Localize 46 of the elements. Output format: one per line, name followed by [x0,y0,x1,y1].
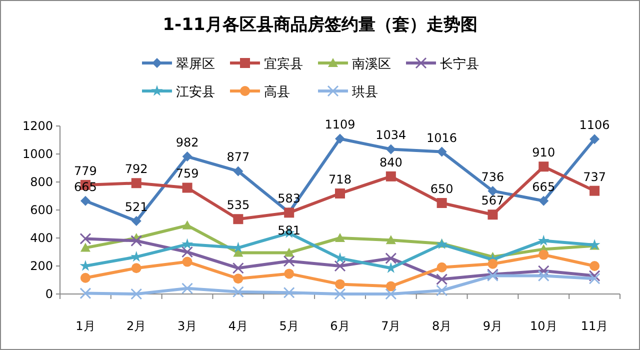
legend-label: 珙县 [352,85,378,100]
legend-label: 宜宾县 [264,56,303,72]
y-tick-label: 0 [45,287,53,301]
chart-title: 1-11月各区县商品房签约量（套）走势图 [162,15,478,35]
legend-label: 江安县 [176,84,215,100]
x-tick-label: 2月 [126,319,146,333]
x-tick-label: 4月 [228,319,248,333]
x-tick-label: 5月 [279,319,299,333]
x-tick-label: 11月 [580,319,608,333]
data-label: 567 [481,194,504,208]
legend-label: 翠屏区 [176,57,215,72]
data-label: 1106 [579,118,610,132]
data-label: 736 [481,170,504,184]
data-label: 910 [532,146,556,160]
x-tick-label: 8月 [432,319,452,333]
data-label: 535 [226,198,250,212]
x-tick-label: 1月 [76,319,96,333]
data-label: 840 [379,155,402,170]
data-label: 1034 [376,128,406,142]
legend-label: 高县 [264,84,290,100]
x-tick-label: 9月 [482,319,503,333]
legend-label: 长宁县 [440,56,479,72]
data-label: 982 [176,136,199,150]
y-tick-label: 1200 [22,119,53,133]
data-label: 521 [124,200,148,214]
y-tick-label: 800 [30,175,53,189]
x-tick-label: 6月 [330,319,350,333]
y-tick-label: 400 [30,231,53,245]
y-tick-label: 1000 [22,147,53,161]
data-label: 1109 [324,118,356,132]
y-tick-label: 600 [30,203,53,217]
data-label: 1016 [426,130,458,145]
y-tick-label: 200 [30,259,53,273]
data-label: 779 [74,164,97,178]
x-tick-label: 3月 [177,319,198,333]
data-label: 665 [74,180,97,194]
data-label: 737 [583,170,606,184]
data-label: 718 [328,172,352,186]
data-label: 759 [176,166,199,181]
legend-label: 南溪区 [352,57,391,72]
data-label: 665 [532,180,556,194]
x-tick-label: 10月 [530,319,558,333]
data-label: 877 [226,150,250,164]
data-label: 792 [124,162,148,176]
x-tick-label: 7月 [381,319,401,333]
data-label: 650 [430,182,454,196]
